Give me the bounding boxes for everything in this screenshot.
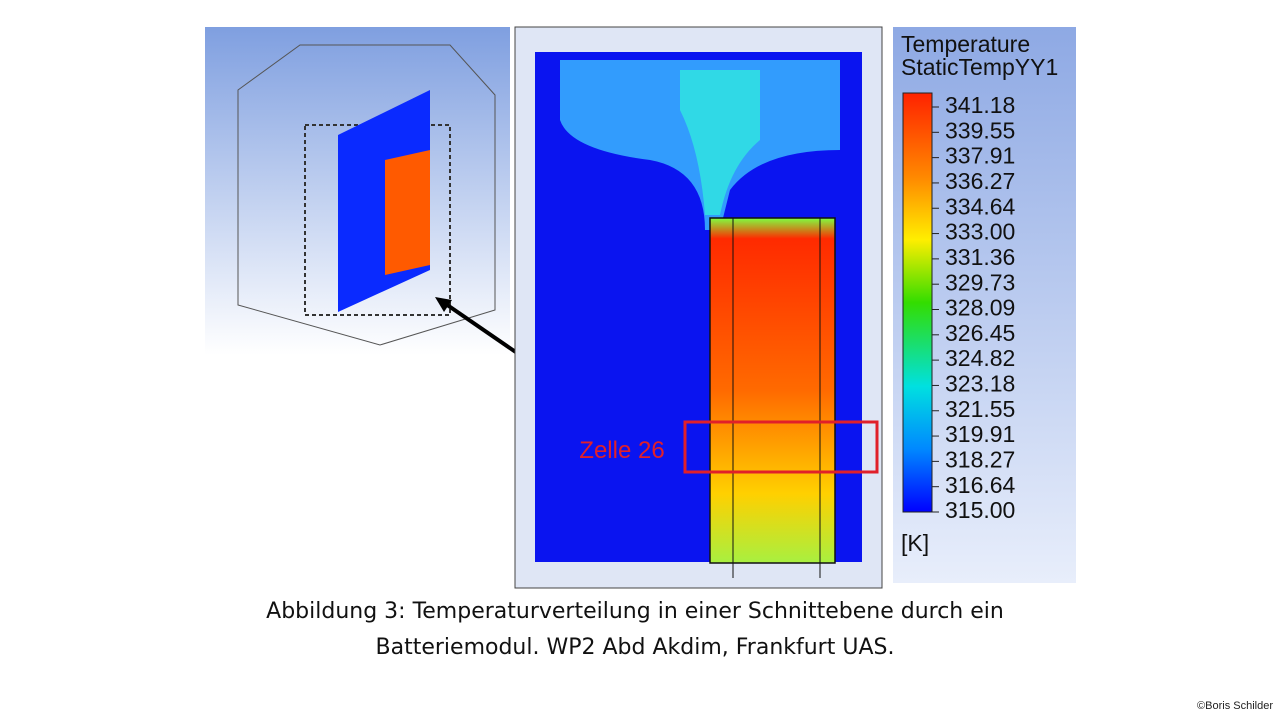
legend-label: 337.91: [945, 143, 1015, 169]
legend-label: 323.18: [945, 371, 1015, 397]
legend-label: 319.91: [945, 421, 1015, 447]
legend-label: 333.00: [945, 219, 1015, 245]
legend-label: 324.82: [945, 345, 1015, 371]
main-image: Zelle 26: [514, 26, 883, 589]
legend-label: 318.27: [945, 446, 1015, 472]
legend-label: 316.64: [945, 472, 1016, 498]
caption: Abbildung 3: Temperaturverteilung in ein…: [266, 599, 1004, 624]
thumbnail: [205, 27, 522, 357]
legend-label: 336.27: [945, 168, 1015, 194]
legend-unit: [K]: [901, 530, 929, 556]
legend-label: 315.00: [945, 497, 1015, 523]
legend-title: Temperature: [901, 31, 1030, 57]
legend-label: 339.55: [945, 117, 1015, 143]
annotation: Zelle 26: [579, 437, 664, 464]
credit: ©Boris Schilder: [1197, 700, 1273, 712]
legend-label: 326.45: [945, 320, 1015, 346]
legend-label: 334.64: [945, 193, 1016, 219]
caption: Batteriemodul. WP2 Abd Akdim, Frankfurt …: [376, 635, 895, 660]
legend-subtitle: StaticTempYY1: [901, 54, 1058, 80]
legend-label: 329.73: [945, 269, 1015, 295]
legend-label: 341.18: [945, 92, 1015, 118]
legend-label: 328.09: [945, 295, 1015, 321]
legend: Temperature StaticTempYY1 [K] 341.18339.…: [893, 27, 1076, 583]
legend-label: 331.36: [945, 244, 1015, 270]
legend-label: 321.55: [945, 396, 1015, 422]
